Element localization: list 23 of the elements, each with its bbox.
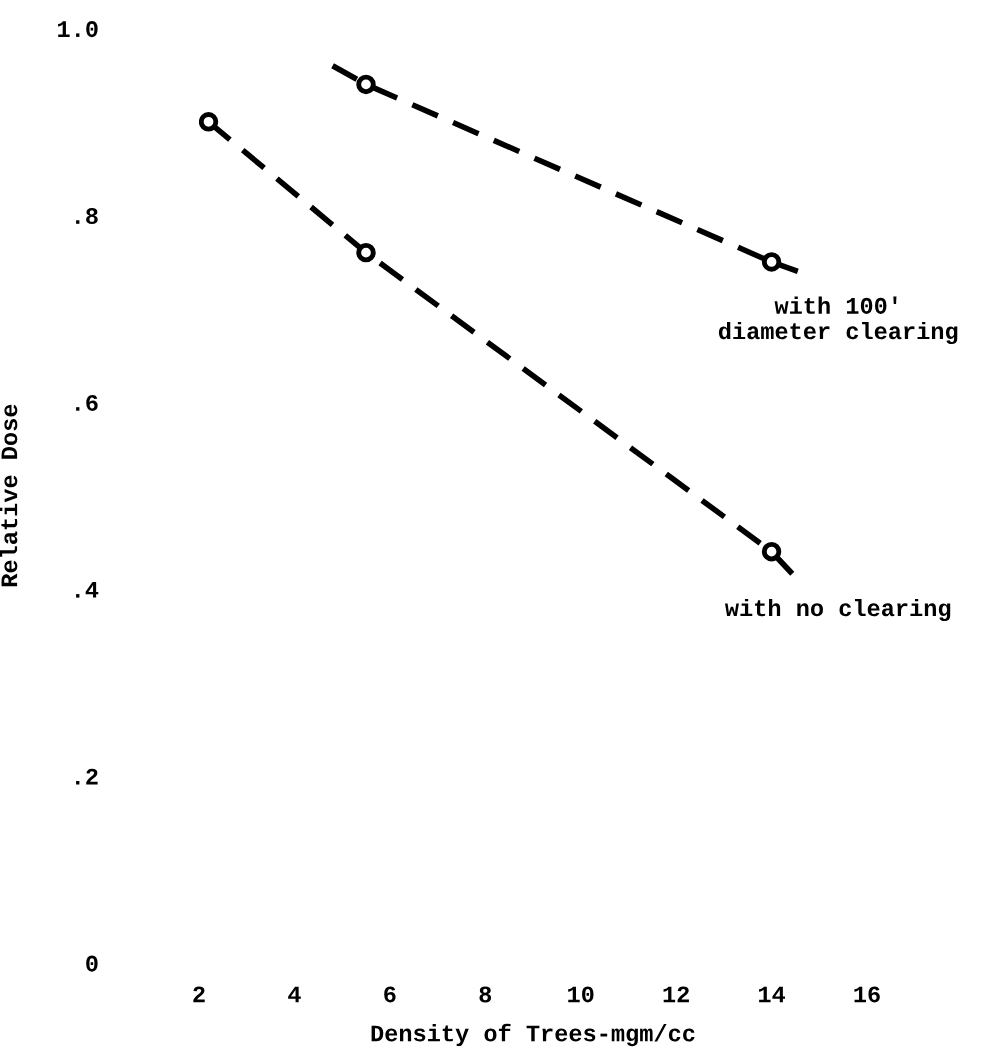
x-tick-label: 10 (568, 986, 594, 1003)
y-tick-label: .6 (76, 394, 98, 411)
point (761, 252, 782, 272)
y-axis-title: Relative Dose (0, 404, 18, 587)
x-tick-label: 14 (758, 986, 786, 1003)
y-tick-label: .2 (76, 768, 98, 785)
x-tick-label: 12 (663, 986, 689, 1003)
x-tick-label: 8 (479, 986, 492, 1003)
point (356, 242, 376, 263)
x-tick-label: 16 (854, 986, 880, 1003)
y-tick-label: .8 (76, 208, 98, 225)
annotation: with 100' diameter clearing (718, 296, 958, 345)
x-tick-label: 2 (193, 986, 205, 1003)
point (199, 112, 219, 132)
y-tick-label: .4 (76, 582, 99, 598)
x-tick-label: 4 (288, 986, 301, 1003)
point (356, 74, 376, 95)
point (761, 541, 782, 562)
x-tick-label: 6 (384, 986, 396, 1003)
annotation: with no clearing (725, 598, 951, 622)
y-tick-label: 1.0 (58, 21, 98, 38)
x-axis-title: Density of Trees-mgm/cc (371, 1023, 695, 1047)
y-tick-label: 0 (86, 955, 98, 972)
